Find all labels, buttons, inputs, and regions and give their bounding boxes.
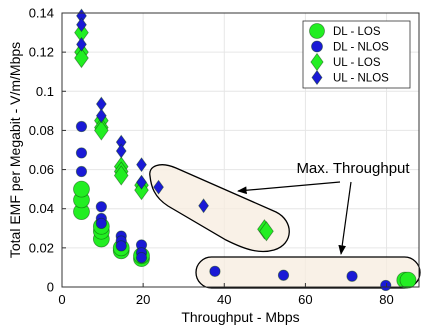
data-point (380, 279, 392, 292)
highlight-regions (149, 164, 421, 289)
data-point (74, 47, 89, 69)
highlight-region-dl-max (195, 256, 421, 289)
y-tick-label: 0.12 (29, 45, 54, 60)
data-point (115, 143, 127, 159)
x-tick-label: 80 (379, 292, 393, 307)
annotation: Max. Throughput (237, 160, 410, 255)
x-tick-label: 20 (136, 292, 150, 307)
axis-ticks: 0 20 40 60 80 0 0.02 0.04 0.06 0.08 0.1 0.12 0.14 (29, 6, 394, 308)
data-point (75, 165, 88, 178)
legend-entry: DL - NLOS (333, 42, 389, 54)
data-point (136, 157, 147, 173)
data-point (95, 201, 107, 213)
annotation-arrow-dl (338, 181, 352, 255)
x-tick-label: 60 (298, 292, 312, 307)
data-point (399, 271, 417, 289)
highlight-region-ul-max (149, 164, 290, 253)
annotation-arrow-ul (237, 181, 341, 195)
legend-entry: DL - LOS (333, 26, 381, 38)
y-tick-label: 0.14 (29, 6, 54, 21)
data-point (346, 270, 358, 282)
y-tick-label: 0.04 (29, 201, 54, 216)
legend-marker (309, 23, 325, 39)
y-tick-label: 0.06 (29, 162, 54, 177)
data-point (95, 217, 107, 229)
legend: DL - LOS DL - NLOS UL - LOS UL - NLOS (302, 20, 411, 89)
y-tick-label: 0 (47, 280, 54, 295)
series-ul-nlos (76, 8, 209, 214)
data-point (75, 120, 88, 133)
data-point (94, 120, 109, 141)
data-point (153, 179, 164, 195)
data-point (113, 165, 129, 186)
y-axis-label: Total EMF per Megabit - V/m/Mbps (7, 42, 23, 258)
data-point (277, 269, 290, 281)
x-tick-label: 0 (58, 292, 65, 307)
x-axis-label: Throughput - Mbps (181, 309, 299, 325)
data-point (76, 36, 87, 52)
data-point (76, 17, 87, 33)
data-point (209, 265, 221, 277)
data-point (73, 180, 90, 198)
data-point (198, 198, 209, 214)
data-point (259, 221, 274, 242)
legend-entry: UL - LOS (333, 57, 381, 69)
data-points (73, 8, 417, 292)
data-point (75, 147, 88, 159)
legend-marker (311, 40, 323, 53)
data-point (136, 174, 147, 190)
data-point (134, 179, 149, 201)
series-dl-nlos (75, 120, 392, 292)
legend-marker (311, 69, 323, 86)
plot-frame (61, 12, 420, 288)
data-point (95, 108, 107, 124)
y-tick-label: 0.08 (29, 123, 54, 138)
legend-entry: UL - NLOS (333, 73, 389, 85)
data-point (135, 252, 148, 264)
y-tick-label: 0.02 (29, 240, 54, 255)
annotation-max-throughput: Max. Throughput (296, 160, 410, 177)
x-tick-label: 40 (217, 292, 231, 307)
data-point (115, 240, 127, 252)
y-tick-label: 0.1 (36, 84, 54, 99)
